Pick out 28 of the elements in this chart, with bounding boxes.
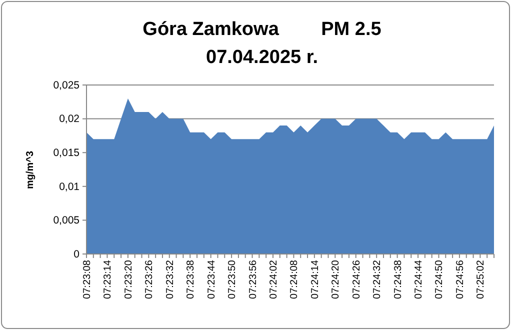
x-tick-label: 07:24:50: [434, 260, 446, 299]
chart-title: Góra Zamkowa PM 2.5 07.04.2025 r.: [142, 19, 382, 68]
y-tick-label: 0,025: [53, 79, 80, 92]
x-tick-label: 07:23:32: [164, 260, 176, 299]
y-tick-label: 0,005: [53, 214, 80, 227]
x-tick-label: 07:25:02: [476, 260, 487, 299]
x-tick-label: 07:24:38: [392, 260, 404, 299]
y-tick-label: 0,02: [59, 113, 80, 126]
y-axis-title: mg/m^3: [25, 150, 36, 190]
x-tick-label: 07:23:50: [227, 260, 238, 299]
y-tick-label: 0: [74, 248, 80, 260]
x-tick-label: 07:24:02: [268, 260, 280, 299]
x-tick-label: 07:23:38: [186, 260, 197, 299]
x-tick-label: 07:24:44: [414, 260, 425, 299]
x-tick-label: 07:24:56: [454, 260, 466, 299]
x-tick-label: 07:24:20: [330, 260, 342, 299]
x-tick-label: 07:23:56: [248, 260, 259, 299]
y-tick-label: 0,015: [53, 146, 80, 159]
x-tick-label: 07:24:08: [289, 260, 300, 299]
y-tick-label: 0,01: [59, 180, 80, 193]
x-tick-label: 07:23:14: [102, 260, 114, 299]
x-tick-label: 07:24:14: [310, 260, 321, 299]
x-tick-label: 07:23:20: [123, 260, 134, 299]
x-tick-label: 07:24:26: [351, 260, 362, 299]
x-tick-label: 07:23:44: [206, 260, 218, 299]
x-tick-label: 07:23:08: [82, 260, 93, 299]
x-tick-label: 07:24:32: [372, 260, 384, 299]
x-tick-label: 07:23:26: [144, 260, 156, 299]
